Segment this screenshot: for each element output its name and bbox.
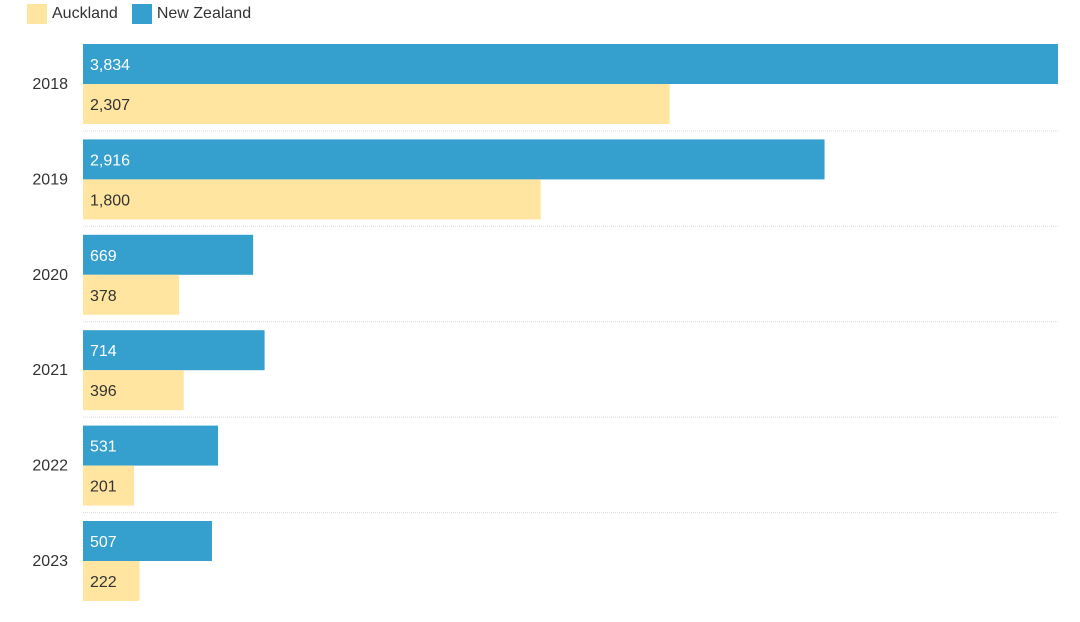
bar-new-zealand-2023: [83, 521, 212, 561]
value-label-auckland-2020: 378: [90, 288, 117, 305]
legend-item-auckland: Auckland: [27, 4, 118, 24]
value-label-new-zealand-2018: 3,834: [90, 57, 130, 74]
value-label-new-zealand-2022: 531: [90, 439, 117, 456]
bar-auckland-2021: [83, 370, 184, 411]
bar-auckland-2019: [83, 179, 541, 220]
bar-auckland-2018: [83, 84, 670, 124]
legend-item-new-zealand: New Zealand: [131, 4, 252, 24]
value-label-new-zealand-2020: 669: [90, 248, 117, 265]
value-label-auckland-2019: 1,800: [90, 192, 130, 209]
value-label-auckland-2021: 396: [90, 383, 117, 400]
bar-new-zealand-2018: [83, 44, 1058, 84]
category-label: 2019: [32, 171, 68, 188]
bar-auckland-2020: [83, 274, 180, 315]
legend-label-new-zealand: New Zealand: [156, 5, 252, 22]
value-label-new-zealand-2021: 714: [90, 343, 117, 360]
value-label-auckland-2022: 201: [90, 479, 117, 496]
value-label-auckland-2018: 2,307: [90, 97, 130, 114]
bar-new-zealand-2020: [83, 234, 254, 275]
bar-auckland-2023: [83, 561, 140, 601]
bar-new-zealand-2021: [83, 330, 265, 371]
category-label: 2020: [32, 267, 68, 284]
bar-new-zealand-2019: [83, 139, 825, 180]
value-label-new-zealand-2019: 2,916: [90, 152, 130, 169]
bar-new-zealand-2022: [83, 425, 219, 466]
legend-label-auckland: Auckland: [52, 5, 118, 22]
category-label: 2023: [32, 553, 68, 570]
value-label-new-zealand-2023: 507: [90, 534, 117, 551]
category-label: 2021: [32, 362, 68, 379]
bar-auckland-2022: [83, 465, 135, 506]
legend-swatch-new-zealand: [131, 4, 152, 24]
category-label: 2018: [32, 76, 68, 93]
category-label: 2022: [32, 458, 68, 475]
legend-swatch-auckland: [27, 4, 47, 24]
legend: Auckland New Zealand: [27, 3, 265, 25]
value-label-auckland-2023: 222: [90, 574, 117, 591]
